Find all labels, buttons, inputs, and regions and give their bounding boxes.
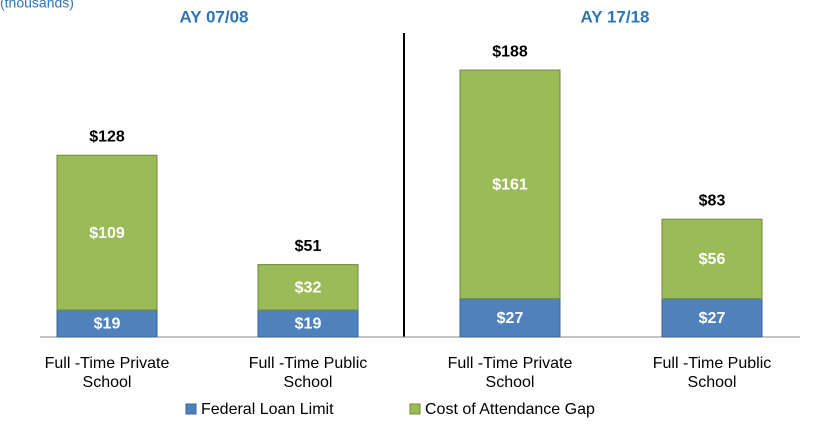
bar-segment (56, 309, 158, 338)
legend-label: Federal Loan Limit (201, 401, 334, 418)
data-label: $32 (295, 280, 322, 297)
bar-segment (257, 264, 359, 311)
bar-segment (56, 154, 158, 311)
total-label: $51 (295, 238, 322, 255)
bar-segment (661, 218, 763, 300)
x-tick-label: Full -Time Public School (248, 355, 368, 391)
data-label: $161 (492, 177, 528, 194)
x-tick-label: Full -Time Public School (652, 355, 772, 391)
x-tick-label: Full -Time Private School (447, 355, 573, 391)
data-label: $19 (94, 316, 121, 333)
data-label: $27 (699, 310, 726, 327)
data-label: $27 (497, 310, 524, 327)
x-tick-label: Full -Time Private School (44, 355, 170, 391)
bar-segment (459, 69, 561, 300)
subtitle: (thousands) (0, 0, 74, 11)
group-label: AY 17/18 (580, 7, 649, 26)
group-label: AY 07/08 (179, 7, 248, 26)
bar-segment (459, 298, 561, 338)
legend-swatch (409, 403, 421, 415)
total-label: $128 (89, 128, 125, 145)
data-label: $56 (699, 251, 726, 268)
data-label: $19 (295, 316, 322, 333)
total-label: $83 (699, 192, 726, 209)
total-label: $188 (492, 43, 528, 60)
legend-swatch (185, 403, 197, 415)
data-label: $109 (89, 225, 125, 242)
legend-label: Cost of Attendance Gap (425, 401, 595, 418)
